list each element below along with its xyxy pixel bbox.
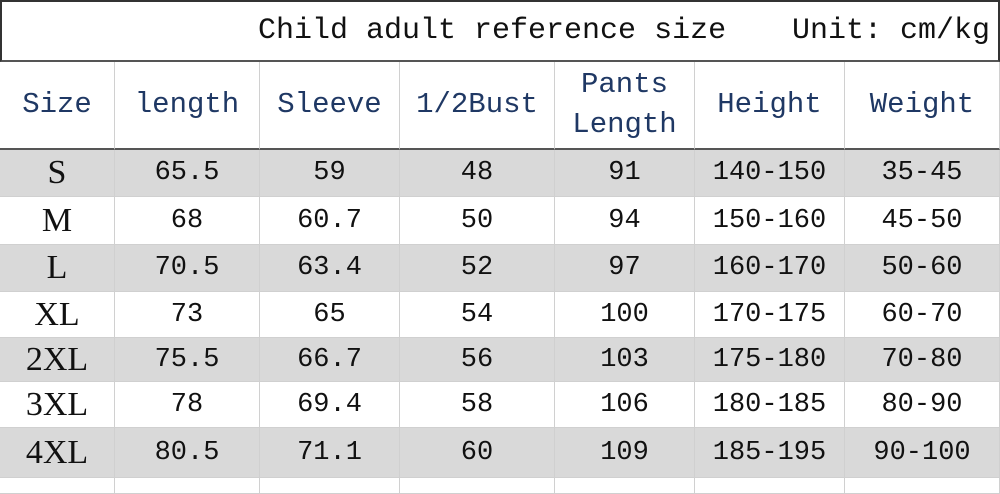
- data-cell: 160-170: [695, 245, 845, 292]
- header-cell: length: [115, 62, 260, 150]
- header-cell: Sleeve: [260, 62, 400, 150]
- data-cell: 91: [555, 150, 695, 197]
- data-cell: 90-100: [845, 428, 1000, 478]
- header-cell: Weight: [845, 62, 1000, 150]
- data-cell: 75.5: [115, 338, 260, 382]
- data-cell: 60: [400, 428, 555, 478]
- data-cell: 65: [260, 292, 400, 338]
- data-cell: 50: [400, 197, 555, 245]
- title-bar: [0, 0, 1000, 62]
- data-cell: 60.7: [260, 197, 400, 245]
- data-cell: 45-50: [845, 197, 1000, 245]
- data-cell: 80.5: [115, 428, 260, 478]
- header-cell: Height: [695, 62, 845, 150]
- header-cell: Size: [0, 62, 115, 150]
- data-cell: 170-175: [695, 292, 845, 338]
- data-cell: 71.1: [260, 428, 400, 478]
- size-cell: 4XL: [0, 428, 115, 478]
- data-cell: 97: [555, 245, 695, 292]
- data-cell: 73: [115, 292, 260, 338]
- empty-cell: [400, 478, 555, 494]
- unit: Unit: cm/kg: [791, 14, 990, 48]
- data-cell: 52: [400, 245, 555, 292]
- size-cell: S: [0, 150, 115, 197]
- data-cell: 94: [555, 197, 695, 245]
- empty-cell: [555, 478, 695, 494]
- size-cell: L: [0, 245, 115, 292]
- data-cell: 78: [115, 382, 260, 428]
- size-cell: 2XL: [0, 338, 115, 382]
- empty-cell: [845, 478, 1000, 494]
- data-cell: 70.5: [115, 245, 260, 292]
- data-cell: 69.4: [260, 382, 400, 428]
- size-cell: 3XL: [0, 382, 115, 428]
- data-cell: 50-60: [845, 245, 1000, 292]
- data-cell: 56: [400, 338, 555, 382]
- data-cell: 106: [555, 382, 695, 428]
- data-cell: 140-150: [695, 150, 845, 197]
- data-cell: 66.7: [260, 338, 400, 382]
- data-cell: 63.4: [260, 245, 400, 292]
- empty-cell: [260, 478, 400, 494]
- empty-cell: [0, 478, 115, 494]
- data-cell: 54: [400, 292, 555, 338]
- data-cell: 59: [260, 150, 400, 197]
- data-cell: 175-180: [695, 338, 845, 382]
- size-cell: M: [0, 197, 115, 245]
- data-cell: 80-90: [845, 382, 1000, 428]
- data-cell: 68: [115, 197, 260, 245]
- data-cell: 35-45: [845, 150, 1000, 197]
- empty-cell: [115, 478, 260, 494]
- data-cell: 65.5: [115, 150, 260, 197]
- data-cell: 100: [555, 292, 695, 338]
- empty-cell: [695, 478, 845, 494]
- data-cell: 103: [555, 338, 695, 382]
- data-cell: 180-185: [695, 382, 845, 428]
- data-cell: 60-70: [845, 292, 1000, 338]
- header-cell: Pants Length: [555, 62, 695, 150]
- data-cell: 150-160: [695, 197, 845, 245]
- data-cell: 48: [400, 150, 555, 197]
- data-cell: 185-195: [695, 428, 845, 478]
- data-cell: 58: [400, 382, 555, 428]
- data-cell: 109: [555, 428, 695, 478]
- data-cell: 70-80: [845, 338, 1000, 382]
- title: Child adult reference size: [258, 14, 727, 48]
- size-cell: XL: [0, 292, 115, 338]
- header-cell: 1/2Bust: [400, 62, 555, 150]
